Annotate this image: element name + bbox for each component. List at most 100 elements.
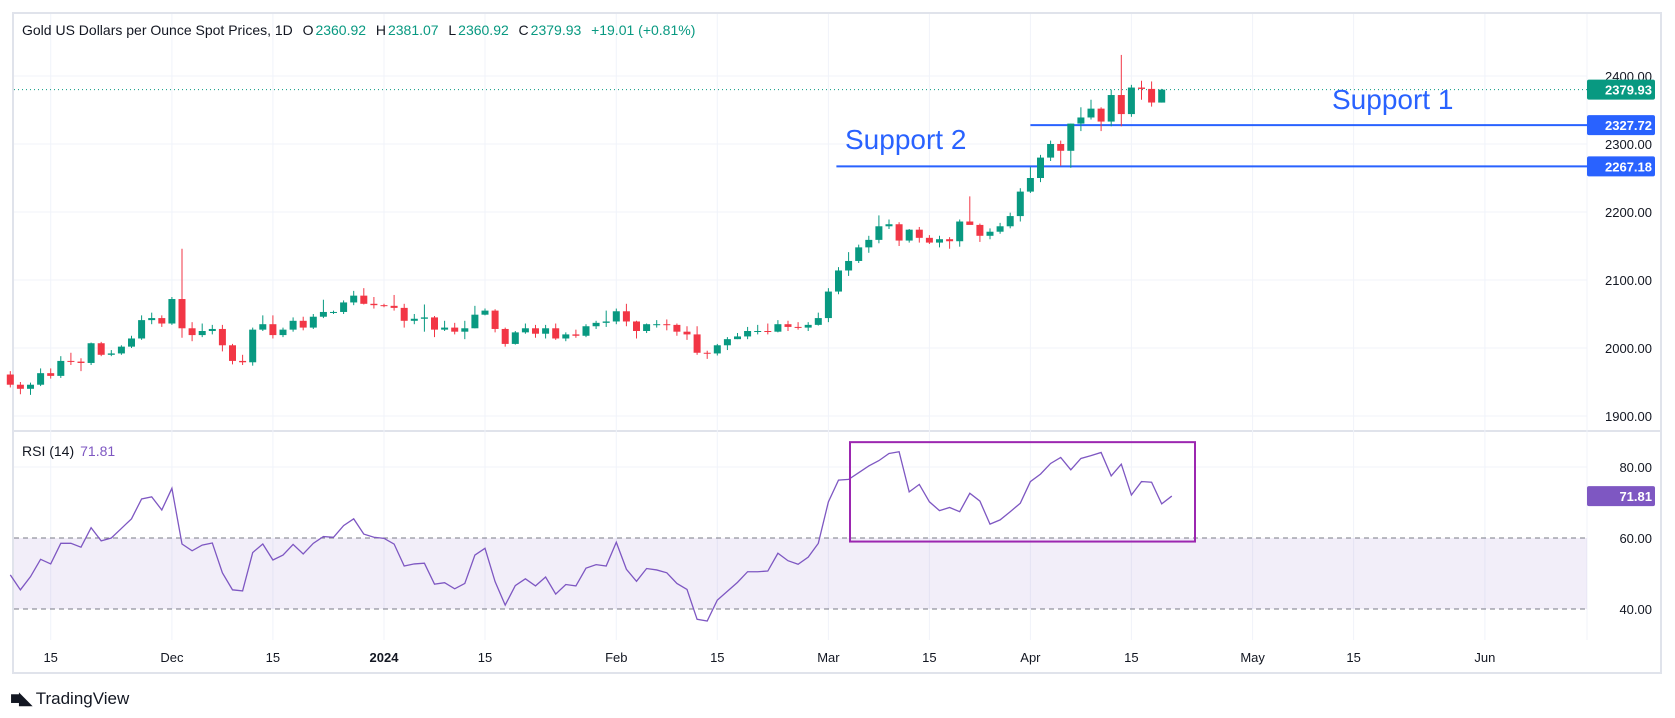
candle-down	[67, 360, 75, 362]
support-2-badge: 2267.18	[1605, 159, 1652, 174]
rsi-highlight-box	[849, 441, 1196, 543]
candle-up	[1158, 89, 1166, 103]
low-value: 2360.92	[458, 22, 509, 38]
time-axis-label: 15	[266, 650, 280, 665]
rsi-value-badge-bg	[1587, 486, 1655, 507]
candle-down	[633, 321, 640, 331]
candle-up	[57, 360, 65, 376]
candle-up	[1067, 123, 1075, 151]
open-value: 2360.92	[315, 22, 367, 38]
time-axis-label: Jun	[1474, 650, 1495, 665]
candle-up	[27, 384, 34, 389]
candle-up	[148, 318, 156, 321]
time-axis-label: 15	[710, 650, 724, 665]
candle-down	[1097, 108, 1105, 122]
candle-down	[532, 328, 539, 334]
rsi-value: 71.81	[80, 443, 116, 459]
candle-up	[865, 239, 873, 248]
candle-up	[309, 316, 317, 328]
candle-down	[925, 237, 933, 243]
symbol-title: Gold US Dollars per Ounce Spot Prices, 1…	[22, 22, 293, 38]
time-axis-label: Feb	[605, 650, 627, 665]
chart-frame	[12, 12, 1662, 674]
candle-down	[703, 352, 711, 354]
candle-up	[744, 331, 752, 337]
candle-up	[420, 317, 428, 319]
tradingview-logo[interactable]: ■◣ TradingView	[10, 688, 129, 709]
close-label: C	[518, 22, 529, 38]
candle-down	[915, 229, 923, 238]
time-axis-label: May	[1240, 650, 1265, 665]
candle-down	[501, 328, 509, 344]
candle-up	[1077, 117, 1085, 124]
candle-up	[774, 324, 782, 332]
candle-down	[895, 224, 903, 241]
candle-down	[572, 334, 580, 336]
rsi-axis-label: 60.00	[1619, 531, 1652, 546]
candle-down	[229, 345, 236, 361]
candle-up	[643, 324, 651, 331]
change-value: +19.01 (+0.81%)	[591, 22, 696, 38]
support-1-label[interactable]: Support 1	[1332, 84, 1454, 115]
last-price-badge: 2379.93	[1605, 83, 1652, 98]
support-2-badge-bg	[1587, 156, 1655, 177]
candle-down	[1148, 88, 1156, 103]
candle-up	[441, 327, 449, 330]
candle-down	[77, 361, 85, 363]
candle-down	[269, 324, 277, 336]
time-axis-label: 15	[1346, 650, 1360, 665]
candle-up	[471, 314, 479, 329]
candle-up	[138, 320, 146, 339]
candle-up	[168, 299, 176, 324]
candle-up	[37, 373, 45, 385]
price-axis-label: 1900.00	[1605, 409, 1652, 424]
candle-up	[1107, 95, 1115, 122]
candle-down	[158, 318, 166, 324]
candle-down	[552, 328, 560, 339]
candle-up	[117, 346, 125, 354]
high-label: H	[375, 22, 386, 38]
candle-down	[764, 331, 772, 332]
candle-up	[824, 291, 832, 319]
candle-up	[521, 328, 529, 333]
candle-up	[804, 324, 812, 328]
candle-up	[330, 311, 337, 313]
candle-up	[542, 328, 550, 334]
candle-up	[107, 353, 115, 355]
candle-up	[875, 226, 883, 240]
candle-up	[835, 270, 842, 292]
candle-up	[481, 310, 489, 315]
candle-up	[754, 331, 762, 332]
candle-down	[16, 384, 24, 389]
support-2-label[interactable]: Support 2	[845, 124, 967, 155]
candle-up	[319, 311, 327, 317]
candle-up	[986, 231, 994, 236]
rsi-axis-label: 80.00	[1619, 460, 1652, 475]
candle-down	[683, 331, 691, 335]
candle-down	[976, 224, 984, 236]
candle-down	[380, 305, 388, 307]
candle-down	[1057, 144, 1065, 151]
candle-up	[582, 326, 590, 336]
symbol-legend: Gold US Dollars per Ounce Spot Prices, 1…	[22, 22, 697, 38]
candle-down	[663, 324, 671, 326]
candle-up	[259, 324, 267, 330]
candle-down	[47, 373, 55, 376]
rsi-legend: RSI (14) 71.81	[22, 443, 115, 459]
candle-down	[622, 311, 630, 322]
candle-down	[431, 317, 438, 330]
candle-up	[279, 329, 287, 336]
candle-up	[340, 302, 348, 312]
candle-up	[350, 295, 358, 303]
candle-down	[693, 334, 701, 353]
candle-up	[208, 328, 216, 331]
time-axis-label: Dec	[160, 650, 184, 665]
candle-down	[360, 295, 368, 304]
candle-up	[128, 338, 135, 347]
candle-up	[734, 336, 741, 340]
support-1-badge: 2327.72	[1605, 118, 1652, 133]
candle-down	[794, 326, 802, 328]
candle-down	[370, 303, 378, 306]
candle-up	[592, 322, 600, 327]
